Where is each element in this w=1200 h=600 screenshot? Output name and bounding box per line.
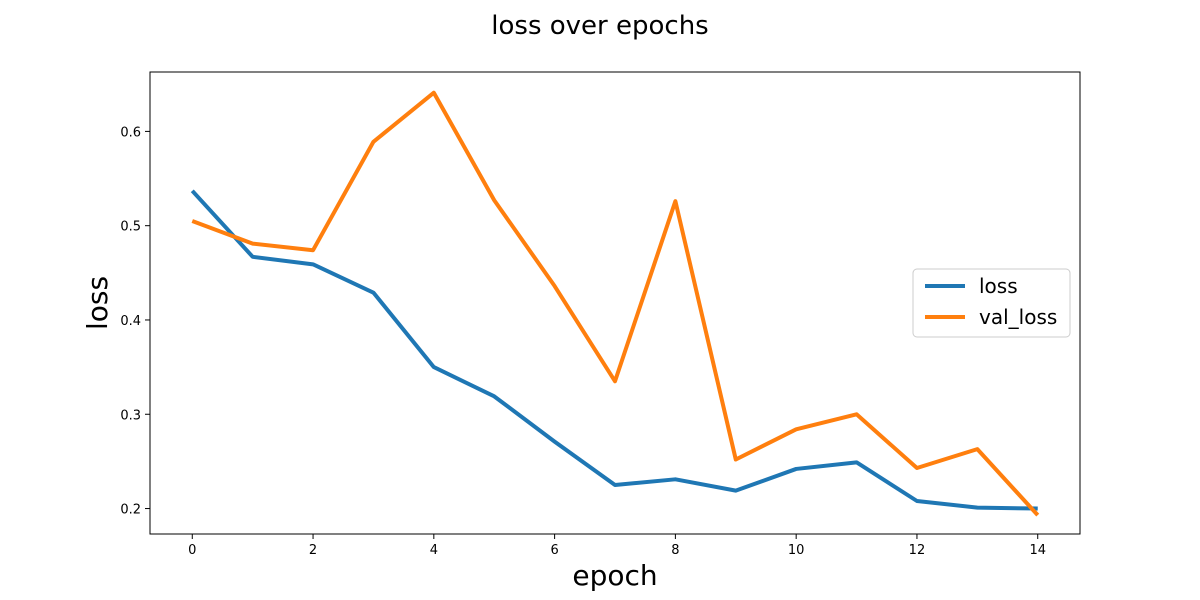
y-tick-label: 0.6 xyxy=(120,125,141,140)
x-axis-ticks: 0 2 4 6 8 10 12 14 xyxy=(188,534,1046,558)
x-tick-label: 6 xyxy=(550,543,558,558)
y-axis-ticks: 0.2 0.3 0.4 0.5 0.6 xyxy=(120,125,150,518)
x-tick-label: 14 xyxy=(1029,543,1046,558)
y-axis-label: loss xyxy=(81,276,114,330)
x-tick-label: 2 xyxy=(309,543,317,558)
y-tick-label: 0.4 xyxy=(120,314,141,329)
y-tick-label: 0.5 xyxy=(120,220,141,235)
x-tick-label: 10 xyxy=(788,543,805,558)
y-tick-label: 0.2 xyxy=(120,503,141,518)
series-lines xyxy=(190,90,1040,517)
chart-title: loss over epochs xyxy=(491,11,708,41)
x-tick-label: 12 xyxy=(909,543,926,558)
series-line-loss xyxy=(190,189,1038,511)
legend: loss val_loss xyxy=(912,268,1071,338)
y-tick-label: 0.3 xyxy=(120,408,141,423)
x-tick-label: 0 xyxy=(188,543,196,558)
x-tick-label: 4 xyxy=(430,543,438,558)
x-axis-label: epoch xyxy=(572,559,657,592)
legend-label-loss: loss xyxy=(979,274,1018,298)
x-tick-label: 8 xyxy=(671,543,679,558)
series-line-val-loss xyxy=(191,90,1040,517)
legend-label-val-loss: val_loss xyxy=(979,305,1057,329)
